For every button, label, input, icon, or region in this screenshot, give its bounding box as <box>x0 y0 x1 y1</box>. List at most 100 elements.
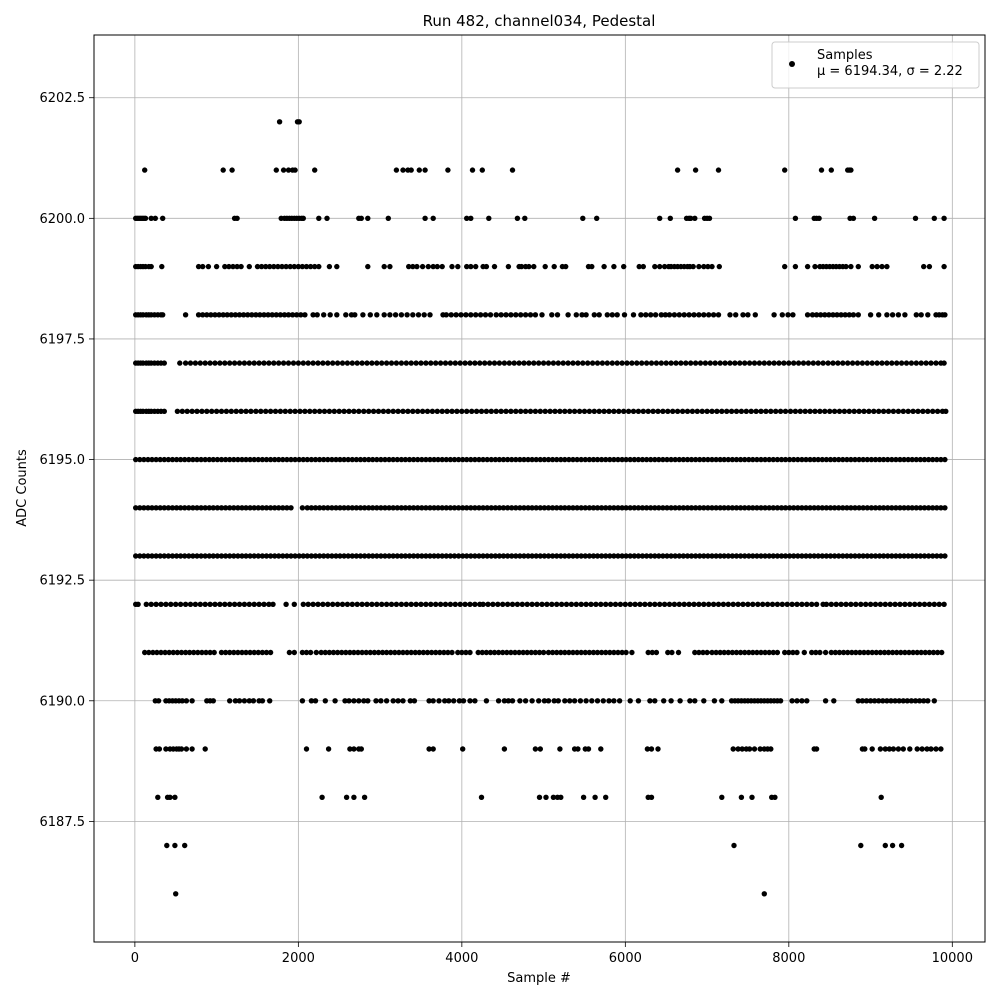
sample-point <box>143 601 149 607</box>
sample-point <box>167 794 173 800</box>
sample-point <box>880 698 886 704</box>
sample-point <box>926 649 933 656</box>
sample-point <box>743 408 749 414</box>
sample-point <box>864 505 870 511</box>
sample-point <box>498 408 504 414</box>
sample-point <box>871 698 878 704</box>
sample-point <box>267 505 274 511</box>
sample-point <box>145 553 151 559</box>
sample-point <box>246 601 252 607</box>
sample-point <box>877 746 884 752</box>
sample-point <box>869 263 875 270</box>
sample-point <box>868 505 875 511</box>
sample-point <box>223 408 230 414</box>
sample-point <box>750 553 756 559</box>
sample-point <box>312 698 319 704</box>
sample-point <box>203 649 209 656</box>
sample-point <box>823 505 830 511</box>
sample-point <box>819 505 825 511</box>
sample-point <box>549 505 556 511</box>
sample-point <box>263 649 270 656</box>
sample-point <box>194 408 200 414</box>
sample-point <box>549 649 556 656</box>
sample-point <box>692 360 699 366</box>
sample-point <box>500 456 507 463</box>
sample-point <box>619 456 625 463</box>
sample-point <box>916 698 923 704</box>
sample-point <box>830 360 836 366</box>
sample-point <box>750 456 756 463</box>
sample-point <box>742 553 748 559</box>
sample-point <box>484 456 490 463</box>
sample-point <box>321 408 328 414</box>
sample-point <box>503 408 509 414</box>
sample-point <box>473 312 479 318</box>
sample-point <box>410 553 417 559</box>
sample-point <box>558 601 565 607</box>
sample-point <box>905 408 911 414</box>
sample-point <box>442 601 449 607</box>
sample-point <box>521 505 527 511</box>
sample-point <box>447 360 454 366</box>
sample-point <box>611 649 617 656</box>
sample-point <box>717 456 723 463</box>
sample-point <box>292 167 298 173</box>
sample-point <box>255 553 261 559</box>
sample-point <box>349 360 355 366</box>
sample-point <box>245 312 251 318</box>
sample-point <box>218 456 225 463</box>
sample-point <box>509 601 516 607</box>
sample-point <box>344 601 351 607</box>
sample-point <box>661 698 667 704</box>
sample-point <box>476 505 482 511</box>
sample-point <box>493 312 499 318</box>
sample-point <box>840 360 846 366</box>
sample-point <box>256 360 262 366</box>
sample-point <box>300 456 306 463</box>
sample-point <box>495 698 502 704</box>
sample-point <box>724 408 730 414</box>
sample-point <box>279 263 285 270</box>
sample-point <box>469 167 476 173</box>
sample-point <box>752 312 758 318</box>
sample-point <box>886 746 893 752</box>
sample-point <box>794 698 800 704</box>
sample-point <box>586 408 593 414</box>
sample-point <box>366 408 372 414</box>
sample-point <box>408 167 414 173</box>
sample-point <box>688 360 694 366</box>
sample-point <box>648 505 654 511</box>
sample-point <box>746 746 753 752</box>
sample-point <box>488 553 494 559</box>
sample-point <box>498 312 504 318</box>
sample-point <box>907 746 913 752</box>
sample-point <box>689 408 696 414</box>
legend-series-name: Samples <box>817 48 873 63</box>
sample-point <box>601 408 607 414</box>
sample-point <box>455 649 461 656</box>
sample-point <box>158 649 164 656</box>
sample-point <box>337 553 343 559</box>
sample-point <box>239 505 245 511</box>
sample-point <box>705 456 711 463</box>
sample-point <box>334 601 341 607</box>
sample-point <box>598 746 604 752</box>
sample-point <box>666 601 673 607</box>
sample-point <box>867 312 874 318</box>
sample-point <box>631 456 637 463</box>
sample-point <box>930 505 936 511</box>
sample-point <box>809 312 816 318</box>
sample-point <box>611 263 617 270</box>
sample-point <box>351 746 357 752</box>
sample-point <box>424 408 431 414</box>
sample-point <box>857 649 863 656</box>
sample-point <box>901 505 907 511</box>
sample-point <box>728 408 735 414</box>
sample-point <box>848 553 854 559</box>
sample-point <box>190 456 196 463</box>
sample-point <box>914 649 920 656</box>
sample-point <box>772 794 778 800</box>
sample-point <box>500 505 507 511</box>
sample-point <box>361 408 367 414</box>
sample-point <box>496 456 503 463</box>
